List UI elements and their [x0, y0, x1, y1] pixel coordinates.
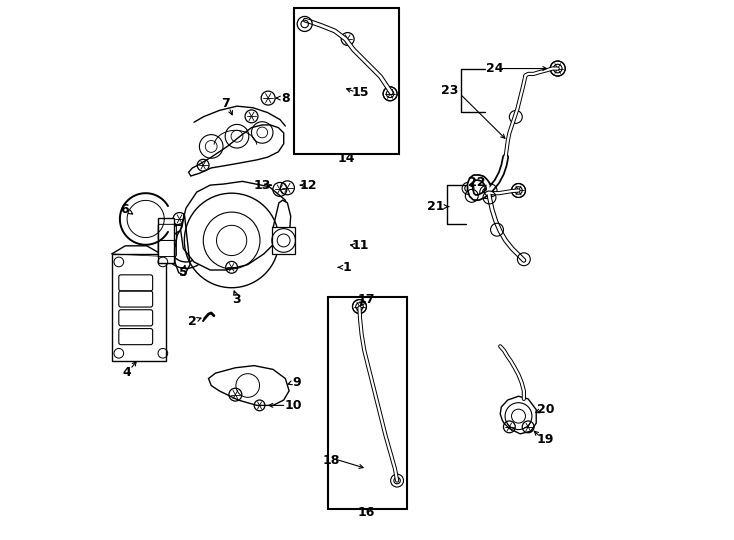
Text: 19: 19 [537, 433, 554, 446]
Bar [328, 297, 407, 509]
Text: 11: 11 [352, 239, 369, 252]
Text: 14: 14 [338, 152, 355, 165]
Polygon shape [181, 181, 288, 270]
Text: 2: 2 [188, 314, 197, 328]
Text: 13: 13 [253, 179, 271, 192]
Text: 3: 3 [233, 293, 241, 306]
Text: 22: 22 [468, 177, 486, 190]
Text: 23: 23 [441, 84, 459, 97]
Text: 6: 6 [120, 203, 128, 216]
Polygon shape [272, 227, 296, 254]
Text: 10: 10 [284, 399, 302, 412]
Bar [294, 9, 399, 154]
Text: 8: 8 [281, 92, 290, 105]
Text: 16: 16 [357, 507, 375, 519]
Polygon shape [501, 396, 537, 434]
Text: 9: 9 [293, 376, 302, 389]
Text: 20: 20 [537, 403, 554, 416]
Polygon shape [189, 125, 284, 176]
Polygon shape [159, 218, 174, 263]
Text: 24: 24 [486, 62, 504, 75]
Text: 18: 18 [322, 454, 340, 467]
Text: 17: 17 [357, 293, 374, 306]
Polygon shape [273, 200, 291, 248]
Text: 21: 21 [427, 200, 445, 213]
Text: 4: 4 [122, 366, 131, 379]
Text: 15: 15 [352, 86, 369, 99]
Polygon shape [208, 366, 289, 406]
Bar [112, 254, 166, 361]
Text: 5: 5 [179, 266, 188, 279]
Text: 12: 12 [299, 179, 316, 192]
Text: 1: 1 [342, 261, 351, 274]
Text: 7: 7 [222, 97, 230, 110]
